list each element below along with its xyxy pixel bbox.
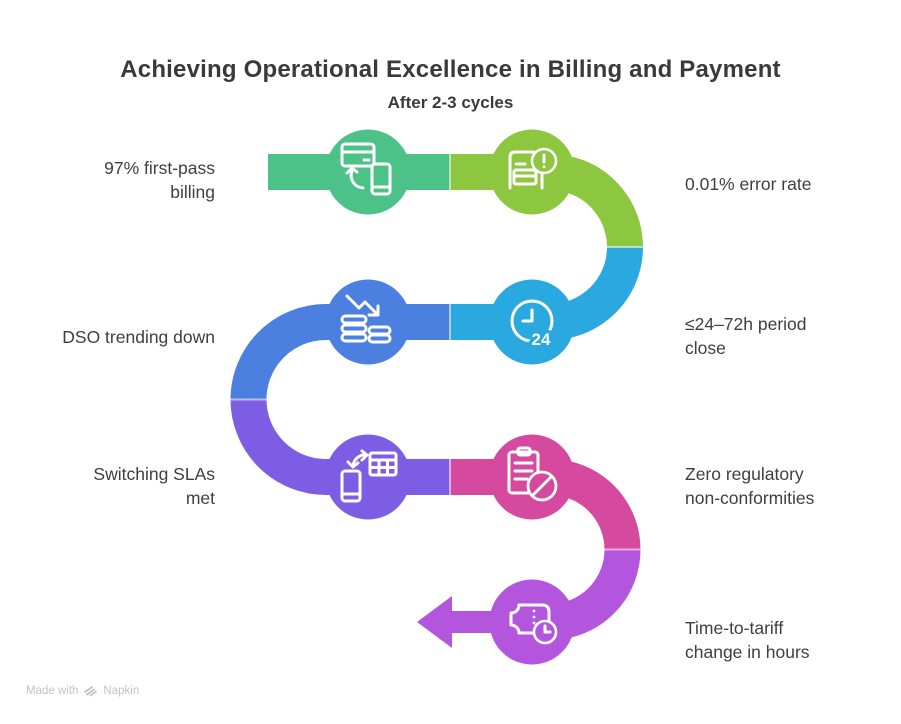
brand-text: Napkin [103,684,140,697]
node-label-period-close: ≤24–72h period close [685,314,807,358]
footer-credit: Made with Napkin [26,684,139,697]
node-label-regulatory: Zero regulatory non-conformities [685,464,815,508]
trend-down-coins-icon [340,294,392,344]
ticket-clock-icon [509,603,558,645]
node-label-dso: DSO trending down [62,327,215,347]
device-switch-icon [340,449,398,503]
node-circle-first-pass [325,129,411,215]
node-circle-error-rate [489,129,575,215]
page-title: Achieving Operational Excellence in Bill… [120,56,781,83]
card-phone-swap-icon [340,142,392,196]
invoice-alert-icon [508,147,558,190]
arrow-head-icon [417,596,452,648]
segment-seams [230,154,643,551]
node-label-switching: Switching SLAs met [93,464,215,508]
node-circle-dso [325,279,411,365]
node-label-time-to-tariff: Time-to-tariff change in hours [685,618,810,662]
clock-24-badge: 24 [532,330,551,349]
segment-switching [230,398,450,495]
node-circle-time-to-tariff [489,579,575,665]
napkin-logo-icon [84,686,98,697]
page-subtitle: After 2-3 cycles [387,93,514,112]
made-with-text: Made with [26,684,79,697]
node-label-error-rate: 0.01% error rate [685,174,812,194]
clipboard-block-icon [507,446,558,502]
node-label-first-pass: 97% first-pass billing [104,158,215,202]
segment-dso [230,304,450,401]
node-circle-switching [325,434,411,520]
clock-24-icon: 24 [510,299,554,353]
